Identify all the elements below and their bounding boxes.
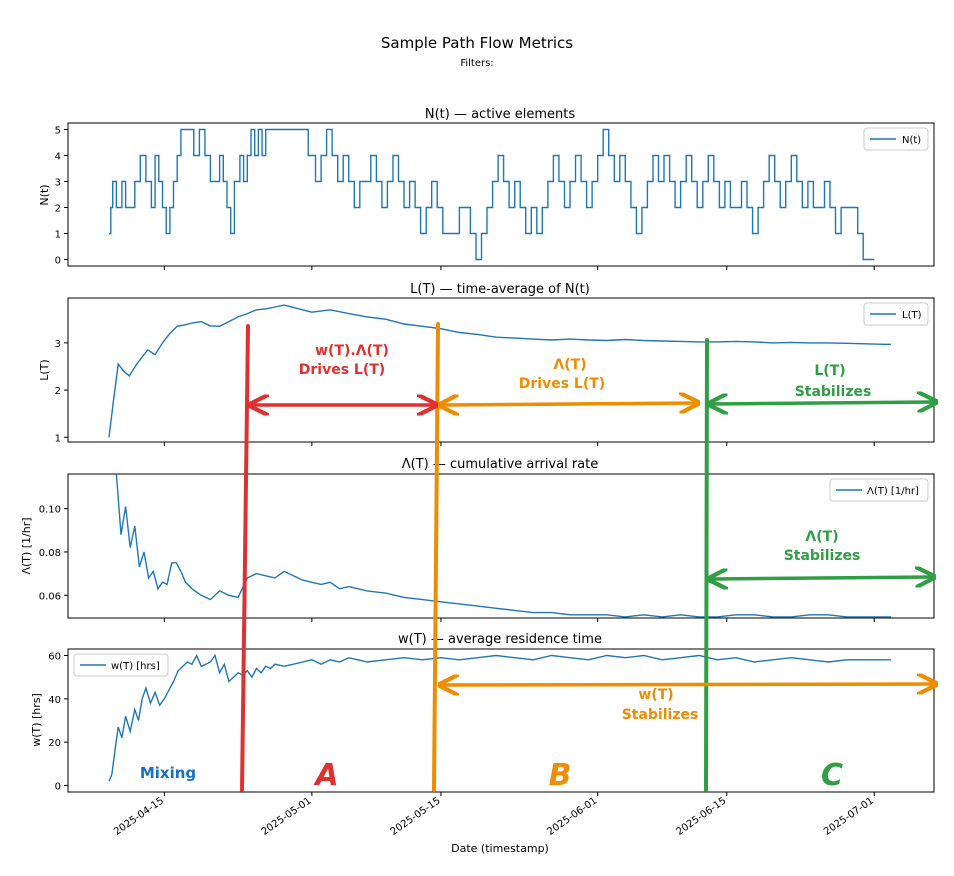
- annotation-w-line2: Stabilizes: [622, 707, 699, 723]
- panel-w-frame: [67, 648, 935, 793]
- phase-label-c: C: [821, 758, 843, 793]
- panel-n-xticks: [163, 266, 875, 270]
- ytick-label-l: 2: [55, 386, 61, 397]
- panel-w-legend-box: [73, 653, 169, 677]
- panel-l-ylabel: L(T): [38, 359, 51, 380]
- annotation-b-line1: Λ(T): [553, 357, 586, 373]
- annotation-c-line1: L(T): [814, 363, 845, 379]
- ytick-label-w: 40: [48, 695, 61, 706]
- phase-label-b: B: [549, 758, 572, 793]
- panel-l-frame: [67, 297, 935, 443]
- series-l-line: [108, 304, 891, 438]
- panel-lambda-legend-label: Λ(T) [1/hr]: [867, 486, 919, 497]
- divider-orange: [432, 322, 440, 792]
- panel-w-legend: w(T) [hrs]: [73, 653, 169, 677]
- panel-lambda-frame: [67, 473, 935, 619]
- panel-n-legend-label: N(t): [902, 135, 921, 146]
- panel-l-yticks: 1 2 3: [55, 339, 68, 444]
- ytick-label-n: 5: [55, 126, 61, 137]
- panel-lambda-legend-box: [829, 478, 929, 502]
- arrow-green-l: [711, 402, 934, 404]
- figure-subtitle: Filters:: [460, 58, 493, 69]
- ytick-label-n: 1: [55, 230, 61, 241]
- annotation-b-line2: Drives L(T): [519, 376, 605, 392]
- panel-lambda-legend: Λ(T) [1/hr]: [829, 478, 929, 502]
- ytick-label-w: 20: [48, 738, 61, 749]
- panel-n-title: N(t) — active elements: [425, 107, 575, 122]
- x-tick-label: 2025-07-01: [822, 795, 876, 837]
- panel-l-xticks: [163, 442, 875, 446]
- panel-lambda-yticks: 0.06 0.08 0.10: [39, 505, 68, 602]
- panel-w-title: w(T) — average residence time: [398, 632, 602, 647]
- annotation-c-line2: Stabilizes: [795, 384, 872, 400]
- panel-lambda-ylabel: Λ(T) [1/hr]: [20, 517, 33, 574]
- panel-w-legend-label: w(T) [hrs]: [111, 661, 160, 672]
- arrow-orange-l: [442, 403, 696, 405]
- panel-n-frame: [67, 122, 935, 267]
- series-w-line: [108, 653, 891, 782]
- panel-w-xticks: [163, 792, 875, 796]
- panel-w-ylabel: w(T) [hrs]: [30, 693, 43, 747]
- series-n-line: [109, 128, 875, 261]
- annotation-mixing: Mixing: [140, 764, 196, 782]
- divider-green: [704, 338, 709, 792]
- panel-n-ylabel: N(t): [38, 184, 51, 205]
- series-lambda-line: [115, 473, 891, 618]
- ytick-label-w: 0: [55, 782, 61, 793]
- annotation-overlay: w(T).Λ(T) Drives L(T) Λ(T) Drives L(T) L…: [140, 322, 934, 793]
- ytick-label-lambda: 0.10: [39, 505, 61, 516]
- arrow-green-lambda: [711, 577, 932, 579]
- panel-l-legend: L(T): [863, 302, 929, 326]
- ytick-label-lambda: 0.08: [39, 548, 61, 559]
- ytick-label-w: 60: [48, 652, 61, 663]
- ytick-label-l: 3: [55, 339, 61, 350]
- annotation-a-line1: w(T).Λ(T): [315, 343, 389, 359]
- panel-lambda: Λ(T) — cumulative arrival rate Λ(T) [1/h…: [20, 457, 935, 622]
- panel-l-title: L(T) — time-average of N(t): [410, 282, 590, 297]
- panel-n: N(t) — active elements N(t) 0 1 2 3 4 5 N(t): [38, 107, 935, 270]
- panel-lambda-title: Λ(T) — cumulative arrival rate: [402, 457, 599, 472]
- annotation-a-line2: Drives L(T): [299, 362, 385, 378]
- annotation-w-line1: w(T): [638, 687, 673, 703]
- x-tick-label: 2025-06-15: [675, 795, 729, 837]
- x-tick-label: 2025-05-15: [389, 795, 443, 837]
- phase-label-a: A: [313, 758, 338, 793]
- x-axis-label: Date (timestamp): [451, 842, 549, 855]
- ytick-label-n: 3: [55, 178, 61, 189]
- panel-w-yticks: 0 20 40 60: [48, 652, 68, 793]
- annotation-lambda-line1: Λ(T): [805, 529, 838, 545]
- ytick-label-n: 4: [55, 152, 61, 163]
- panel-lambda-xticks: [163, 618, 875, 622]
- panel-n-legend: N(t): [863, 127, 929, 151]
- x-tick-labels: 2025-04-15 2025-05-01 2025-05-15 2025-06-01…: [112, 795, 876, 837]
- figure-title: Sample Path Flow Metrics: [381, 34, 573, 52]
- x-tick-label: 2025-05-01: [260, 795, 314, 837]
- ytick-label-n: 2: [55, 204, 61, 215]
- x-tick-label: 2025-04-15: [112, 795, 166, 837]
- panel-n-yticks: 0 1 2 3 4 5: [55, 126, 68, 267]
- arrow-orange-w: [442, 684, 934, 685]
- panel-w: w(T) — average residence time w(T) [hrs]…: [30, 632, 935, 796]
- ytick-label-n: 0: [55, 256, 61, 267]
- panel-l-legend-label: L(T): [902, 310, 922, 321]
- x-tick-label: 2025-06-01: [545, 795, 599, 837]
- ytick-label-l: 1: [55, 433, 61, 444]
- panel-l: L(T) — time-average of N(t) L(T) 1 2 3 L(T…: [38, 282, 935, 446]
- ytick-label-lambda: 0.06: [39, 591, 61, 602]
- divider-red: [240, 324, 250, 792]
- annotation-lambda-line2: Stabilizes: [784, 548, 861, 564]
